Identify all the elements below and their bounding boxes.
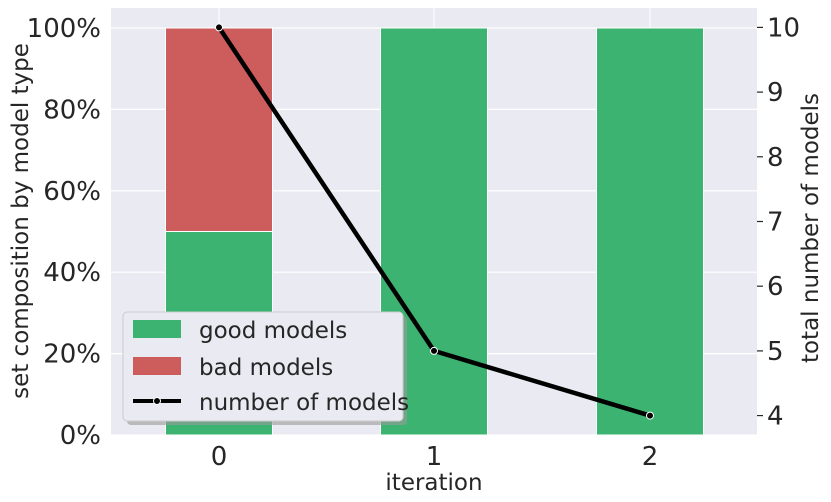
- x-tick: 0: [211, 442, 228, 472]
- y-tick-right: 9: [767, 78, 784, 108]
- x-axis-label: iteration: [385, 470, 482, 496]
- line-marker-1: [430, 346, 438, 355]
- right-y-ticks: 4 5 6 7 8 9 10: [757, 13, 800, 432]
- bar-good-models-2: [596, 27, 704, 436]
- line-marker-2: [646, 411, 654, 420]
- y-tick-left: 20%: [43, 340, 101, 370]
- legend: good models bad models number of models: [122, 311, 409, 425]
- bar-bad-models-0: [165, 27, 273, 232]
- legend-label-bad-models: bad models: [199, 355, 333, 381]
- y-tick-right: 6: [767, 272, 784, 302]
- left-y-axis-label: set composition by model type: [8, 43, 34, 399]
- y-tick-left: 80%: [43, 95, 101, 125]
- x-tick: 1: [426, 442, 443, 472]
- legend-box: [122, 311, 404, 422]
- left-y-ticks: 0% 20% 40% 60% 80% 100%: [27, 14, 101, 451]
- y-tick-right: 7: [767, 208, 784, 238]
- right-y-axis-label: total number of models: [798, 93, 824, 363]
- y-tick-right: 5: [767, 337, 784, 367]
- y-tick-left: 40%: [43, 258, 101, 288]
- y-tick-left: 60%: [43, 177, 101, 207]
- y-tick-left: 0%: [60, 421, 101, 451]
- legend-label-good-models: good models: [199, 318, 347, 344]
- y-tick-left: 100%: [27, 14, 101, 44]
- legend-swatch-bad-models: [133, 357, 181, 375]
- legend-marker-number-of-models: [153, 397, 161, 405]
- x-tick: 2: [642, 442, 659, 472]
- y-tick-right: 8: [767, 143, 784, 173]
- y-tick-right: 4: [767, 402, 784, 432]
- line-marker-0: [215, 23, 223, 32]
- legend-swatch-good-models: [133, 320, 181, 338]
- legend-label-number-of-models: number of models: [199, 390, 409, 416]
- y-tick-right: 10: [767, 13, 800, 43]
- x-ticks: 0 1 2: [211, 442, 659, 472]
- line-series: [215, 23, 654, 420]
